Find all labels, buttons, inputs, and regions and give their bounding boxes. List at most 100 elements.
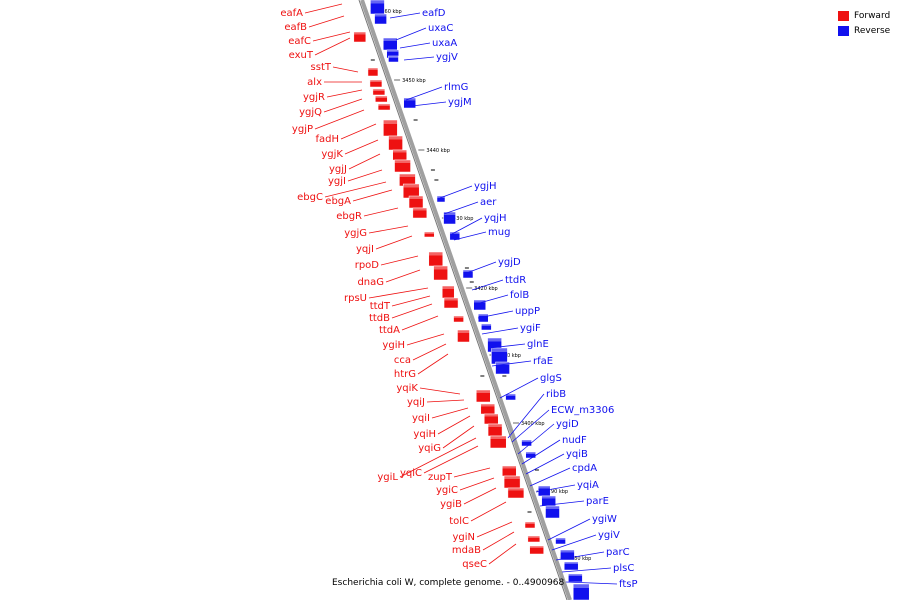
reverse-gene-label-ygjV: ygjV [436, 52, 458, 63]
reverse-leader-line [499, 377, 539, 399]
forward-leader-line [412, 343, 447, 361]
forward-gene-label-dnaG: dnaG [357, 277, 384, 288]
reverse-gene-label-cpdA: cpdA [572, 463, 597, 474]
gene-block-body [374, 13, 387, 25]
gene-block-highlight [370, 0, 385, 4]
gene-block-body [545, 505, 560, 519]
forward-leader-line [314, 37, 351, 56]
reverse-leader-line [443, 201, 479, 215]
gene-block-highlight [457, 330, 470, 333]
forward-leader-line [453, 467, 491, 478]
forward-gene-label-ttdB: ttdB [369, 313, 390, 324]
legend-item-forward: Forward [838, 8, 890, 23]
reverse-leader-line [451, 217, 483, 235]
forward-gene-label-ygjJ: ygjJ [329, 164, 347, 175]
forward-gene-block [408, 195, 424, 209]
gene-block-highlight [375, 96, 388, 98]
reverse-gene-block [481, 323, 492, 331]
gene-block-highlight [488, 424, 503, 427]
gene-block-body [424, 231, 435, 238]
forward-leader-line [348, 153, 381, 170]
genome-backbone-edge [358, 0, 568, 600]
forward-leader-line [324, 181, 387, 198]
gene-block-highlight [476, 390, 491, 393]
reverse-gene-label-ttdR: ttdR [505, 275, 526, 286]
gene-block-highlight [462, 270, 473, 272]
forward-leader-line [399, 437, 477, 478]
reverse-leader-line [399, 42, 431, 49]
forward-gene-block [441, 285, 455, 299]
reverse-gene-label-ygiV: ygiV [598, 530, 620, 541]
forward-leader-line [470, 501, 507, 522]
reverse-leader-line [521, 439, 561, 465]
gene-block-body [529, 545, 544, 555]
gene-block-highlight [433, 266, 448, 270]
forward-leader-line [426, 399, 465, 403]
forward-gene-block [443, 297, 459, 309]
gene-block-highlight [424, 232, 435, 234]
reverse-leader-line [439, 185, 473, 199]
gene-block-highlight [545, 506, 560, 509]
reverse-gene-block [388, 55, 399, 63]
forward-gene-label-yqiI: yqiI [412, 413, 430, 424]
forward-gene-label-zupT: zupT [428, 472, 453, 483]
forward-leader-line [312, 31, 351, 42]
gene-block-highlight [521, 440, 532, 442]
forward-gene-block [433, 265, 448, 281]
reverse-leader-line [453, 231, 487, 241]
reverse-gene-block [403, 97, 416, 109]
reverse-gene-block [436, 195, 446, 203]
forward-leader-line [368, 287, 429, 299]
forward-leader-line [417, 353, 449, 375]
forward-leader-line [463, 487, 497, 505]
forward-leader-line [363, 207, 399, 217]
forward-leader-line [419, 387, 461, 395]
forward-leader-line [391, 295, 431, 307]
forward-gene-label-qseC: qseC [462, 559, 487, 570]
gene-block-highlight [507, 488, 524, 491]
reverse-gene-block [491, 347, 508, 365]
reverse-leader-line [535, 484, 576, 493]
forward-gene-label-sstT: sstT [311, 62, 332, 73]
forward-gene-label-eafA: eafA [280, 8, 303, 19]
forward-gene-label-ebgA: ebgA [325, 196, 351, 207]
legend-label-forward: Forward [854, 10, 891, 21]
gene-block-highlight [367, 68, 378, 70]
reverse-gene-label-nudF: nudF [562, 435, 587, 446]
reverse-gene-label-mug: mug [488, 227, 510, 238]
legend-item-reverse: Reverse [838, 23, 890, 38]
gene-block-highlight [480, 404, 495, 407]
forward-leader-line [352, 189, 393, 202]
gene-block-body [527, 535, 541, 543]
reverse-leader-line [539, 500, 585, 507]
reverse-gene-label-folB: folB [510, 290, 529, 301]
forward-leader-line [401, 315, 439, 331]
forward-gene-label-yqiK: yqiK [396, 383, 418, 394]
forward-gene-label-rpsU: rpsU [344, 293, 367, 304]
forward-gene-label-fadH: fadH [315, 134, 339, 145]
gene-block-highlight [394, 160, 411, 163]
forward-leader-line [380, 255, 419, 266]
gene-block-body [453, 315, 464, 323]
reverse-gene-block [521, 439, 532, 447]
reverse-gene-label-eafD: eafD [422, 8, 446, 19]
gene-block-body [555, 537, 566, 545]
forward-leader-line [308, 15, 345, 28]
gene-block-highlight [487, 338, 502, 342]
reverse-gene-block [568, 573, 583, 583]
gene-block-highlight [378, 104, 391, 106]
gene-block-highlight [388, 136, 403, 140]
reverse-gene-label-glgS: glgS [540, 373, 562, 384]
forward-gene-block [527, 535, 541, 543]
reverse-gene-label-ygjM: ygjM [448, 97, 472, 108]
gene-block-highlight [525, 522, 535, 524]
forward-gene-label-yqiJ: yqiJ [407, 397, 425, 408]
forward-leader-line [442, 425, 475, 449]
gene-block-highlight [495, 362, 510, 365]
gene-block-body [457, 329, 470, 343]
forward-gene-block [392, 149, 407, 161]
reverse-gene-label-uxaA: uxaA [432, 38, 457, 49]
gene-block-body [436, 195, 446, 203]
reverse-gene-label-ECW_m3306: ECW_m3306 [551, 405, 614, 416]
